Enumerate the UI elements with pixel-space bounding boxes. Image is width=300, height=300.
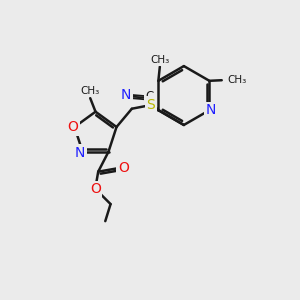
Text: CH₃: CH₃	[150, 55, 170, 64]
Text: S: S	[146, 98, 155, 112]
Text: CH₃: CH₃	[228, 75, 247, 85]
Text: O: O	[118, 160, 129, 175]
Text: C: C	[146, 90, 154, 103]
Text: O: O	[68, 120, 79, 134]
Text: N: N	[75, 146, 86, 160]
Text: CH₃: CH₃	[81, 86, 100, 96]
Text: N: N	[121, 88, 131, 102]
Text: O: O	[90, 182, 101, 197]
Text: N: N	[206, 103, 216, 117]
